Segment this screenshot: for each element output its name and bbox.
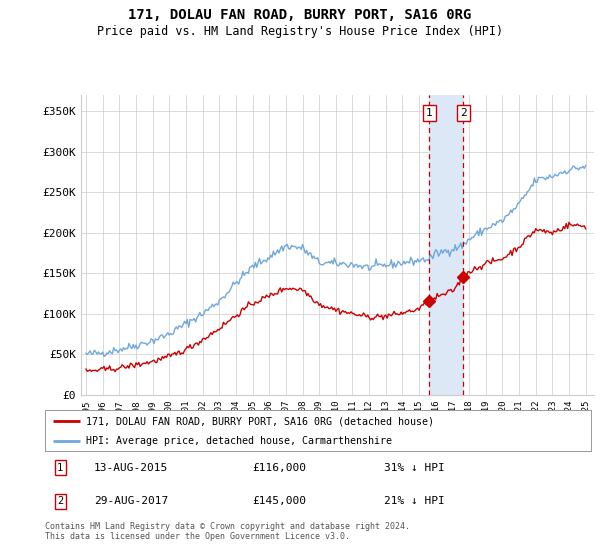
Text: 171, DOLAU FAN ROAD, BURRY PORT, SA16 0RG: 171, DOLAU FAN ROAD, BURRY PORT, SA16 0R… <box>128 8 472 22</box>
Text: 1: 1 <box>57 463 64 473</box>
Text: 2: 2 <box>57 496 64 506</box>
Text: 29-AUG-2017: 29-AUG-2017 <box>94 496 169 506</box>
Text: 171, DOLAU FAN ROAD, BURRY PORT, SA16 0RG (detached house): 171, DOLAU FAN ROAD, BURRY PORT, SA16 0R… <box>86 417 434 427</box>
Text: Price paid vs. HM Land Registry's House Price Index (HPI): Price paid vs. HM Land Registry's House … <box>97 25 503 38</box>
Bar <box>430 95 463 395</box>
Text: 2: 2 <box>460 108 467 118</box>
Text: £145,000: £145,000 <box>253 496 307 506</box>
Text: 21% ↓ HPI: 21% ↓ HPI <box>383 496 444 506</box>
Text: 31% ↓ HPI: 31% ↓ HPI <box>383 463 444 473</box>
Text: HPI: Average price, detached house, Carmarthenshire: HPI: Average price, detached house, Carm… <box>86 436 392 446</box>
Text: £116,000: £116,000 <box>253 463 307 473</box>
Text: 1: 1 <box>426 108 433 118</box>
Text: Contains HM Land Registry data © Crown copyright and database right 2024.
This d: Contains HM Land Registry data © Crown c… <box>45 522 410 542</box>
Text: 13-AUG-2015: 13-AUG-2015 <box>94 463 169 473</box>
